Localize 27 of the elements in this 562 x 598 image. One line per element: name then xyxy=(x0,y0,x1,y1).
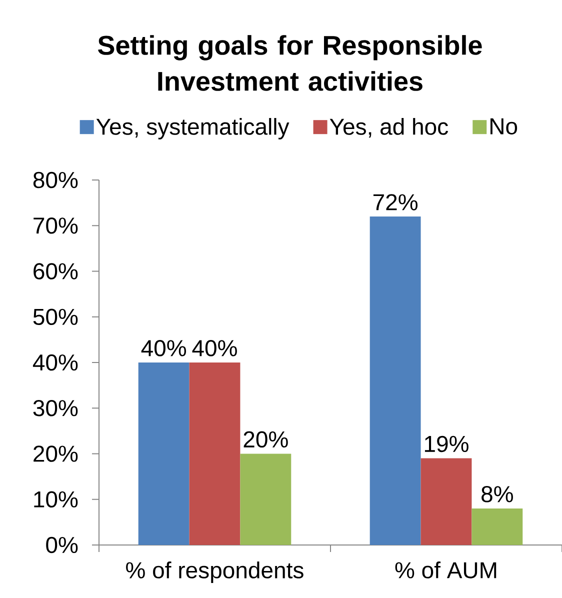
chart-title: Setting goals for Responsible Investment activities xyxy=(98,35,482,91)
y-tick-label: 50% xyxy=(33,308,78,326)
bar xyxy=(138,362,190,545)
data-label: 20% xyxy=(244,431,288,448)
y-tick-label: 30% xyxy=(33,400,78,416)
data-label: 8% xyxy=(482,486,513,502)
y-tick-label: 40% xyxy=(32,354,78,371)
data-label: 19% xyxy=(424,436,468,452)
bar xyxy=(240,454,292,545)
bar xyxy=(472,508,523,545)
y-tick-label: 70% xyxy=(34,217,78,234)
x-tick-label: % of respondents xyxy=(126,562,304,583)
y-tick-label: 20% xyxy=(34,446,78,462)
legend-label: No xyxy=(490,118,518,134)
bar xyxy=(420,458,472,545)
data-label: 40% xyxy=(192,340,237,356)
data-label: 40% xyxy=(141,340,186,356)
y-tick-label: 60% xyxy=(34,263,78,280)
y-tick-label: 0% xyxy=(46,536,78,554)
bar xyxy=(189,362,240,545)
data-label: 72% xyxy=(373,194,418,210)
y-tick-label: 10% xyxy=(34,491,78,508)
legend-label: Yes, ad hoc xyxy=(330,118,448,138)
x-tick-label: % of AUM xyxy=(395,562,496,578)
y-tick-label: 80% xyxy=(33,172,78,188)
bar xyxy=(370,216,421,545)
legend-label: Yes, systematically xyxy=(96,118,290,140)
